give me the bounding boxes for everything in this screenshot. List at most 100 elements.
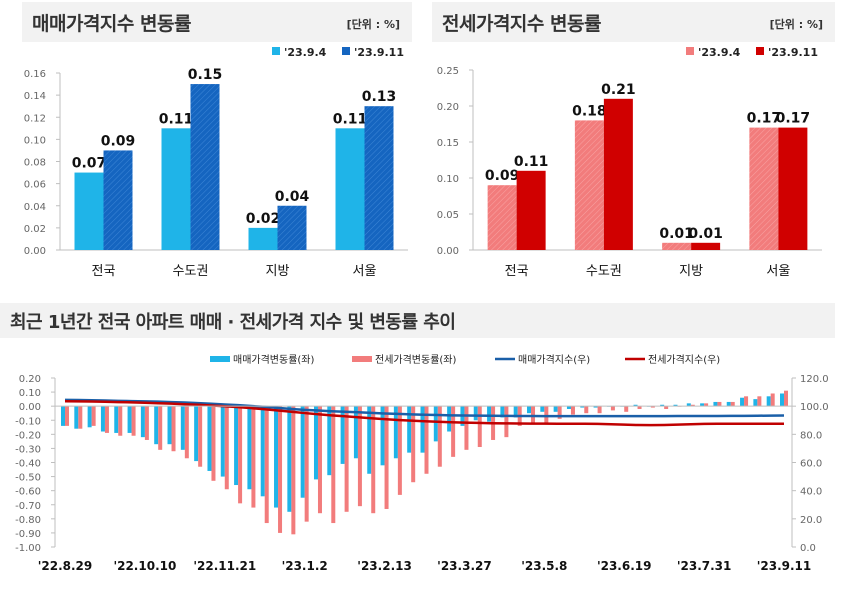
left-tick-label: -0.10 xyxy=(15,416,41,427)
sale-rate-bar xyxy=(580,406,585,408)
bar-previous xyxy=(161,128,191,250)
sale-rate-bar xyxy=(140,406,145,438)
jeonse-rate-bar xyxy=(224,406,229,490)
right-tick-label: 0.0 xyxy=(800,543,816,554)
sale-rate-bar xyxy=(300,406,305,498)
bar-previous xyxy=(749,127,779,250)
bar-current xyxy=(516,170,546,250)
legend-label: '23.9.4 xyxy=(284,46,327,59)
sale-rate-bar xyxy=(527,406,532,414)
right-tick-label: 120.0 xyxy=(800,374,829,385)
right-tick-label: 20.0 xyxy=(800,515,822,526)
x-tick-label: '23.9.11 xyxy=(757,559,812,573)
legend-label: 매매가격지수(우) xyxy=(518,353,590,366)
jeonse-index-line xyxy=(64,399,784,427)
data-label: 0.11 xyxy=(514,154,549,170)
sale-rate-bar xyxy=(260,406,265,497)
y-tick-label: 0.02 xyxy=(24,224,46,235)
legend-label: '23.9.11 xyxy=(354,46,404,59)
sale-rate-bar xyxy=(393,406,398,459)
left-tick-label: 0.10 xyxy=(19,388,41,399)
y-tick-label: 0.08 xyxy=(24,158,46,169)
sale-rate-bar xyxy=(660,404,665,407)
sale-rate-bar xyxy=(367,406,372,474)
left-tick-label: 0.20 xyxy=(19,374,41,385)
jeonse-rate-bar xyxy=(211,406,216,481)
right-tick-label: 80.0 xyxy=(800,430,822,441)
bar-current xyxy=(364,106,394,250)
sale-rate-bar xyxy=(633,404,638,407)
y-tick-label: 0.20 xyxy=(437,102,459,113)
sale-rate-bar xyxy=(274,406,279,508)
sale-rate-bar xyxy=(473,406,478,421)
sale-rate-bar xyxy=(194,406,199,462)
sale-rate-bar xyxy=(433,406,438,442)
x-tick-label: '23.7.31 xyxy=(677,559,732,573)
jeonse-rate-bar xyxy=(451,406,456,457)
data-label: 0.11 xyxy=(159,111,194,127)
jeonse-rate-bar xyxy=(437,406,442,467)
data-label: 0.01 xyxy=(688,226,723,242)
x-tick-label: '22.10.10 xyxy=(113,559,176,573)
jeonse-rate-bar xyxy=(637,406,642,409)
sale-rate-bar xyxy=(61,406,65,426)
jeonse-rate-bar xyxy=(757,396,762,407)
legend-swatch xyxy=(210,356,230,362)
y-tick-label: 0.12 xyxy=(24,113,46,124)
data-label: 0.02 xyxy=(246,211,281,227)
left-tick-label: -0.80 xyxy=(15,515,41,526)
right-tick-label: 40.0 xyxy=(800,487,822,498)
sale-rate-bar xyxy=(167,406,172,445)
category-label: 수도권 xyxy=(173,264,209,279)
jeonse-rate-bar xyxy=(650,406,655,408)
sale-rate-bar xyxy=(726,401,731,407)
jeonse-rate-bar xyxy=(411,406,416,483)
sale-rate-bar xyxy=(673,404,678,407)
bar-current xyxy=(103,150,133,250)
bar-previous xyxy=(248,227,278,250)
legend-label: '23.9.4 xyxy=(698,46,741,59)
sale-rate-bar xyxy=(740,397,745,407)
sale-rate-bar xyxy=(553,406,558,412)
sale-rate-bar xyxy=(713,401,718,407)
jeonse-chart-header: 전세가격지수 변동률 [단위 : %] xyxy=(432,2,835,42)
jeonse-rate-bar xyxy=(264,406,269,524)
sale-rate-bar xyxy=(220,406,225,477)
x-tick-label: '23.5.8 xyxy=(521,559,567,573)
sale-rate-bar xyxy=(780,393,784,407)
trend-chart-title: 최근 1년간 전국 아파트 매매 · 전세가격 지수 및 변동률 추이 xyxy=(10,312,456,333)
jeonse-rate-bar xyxy=(278,406,283,533)
jeonse-rate-bar xyxy=(118,406,123,436)
right-tick-label: 60.0 xyxy=(800,459,822,470)
jeonse-rate-bar xyxy=(597,406,602,414)
category-label: 지방 xyxy=(679,264,703,279)
sale-rate-bar xyxy=(420,406,425,453)
sale-rate-bar xyxy=(700,403,705,407)
y-tick-label: 0.00 xyxy=(437,246,459,257)
jeonse-rate-bar xyxy=(251,406,256,508)
legend-swatch xyxy=(272,47,280,55)
left-tick-label: -0.70 xyxy=(15,501,41,512)
category-label: 수도권 xyxy=(586,264,622,279)
legend-label: '23.9.11 xyxy=(768,46,818,59)
bar-current xyxy=(778,127,808,250)
jeonse-rate-bar xyxy=(357,406,362,507)
x-tick-label: '23.2.13 xyxy=(357,559,412,573)
y-tick-label: 0.00 xyxy=(24,246,46,257)
data-label: 0.11 xyxy=(333,111,368,127)
legend-label: 매매가격변동률(좌) xyxy=(233,353,315,366)
sale-rate-bar xyxy=(207,406,212,471)
sale-rate-bar xyxy=(753,399,758,407)
sale-rate-bar xyxy=(540,406,545,412)
jeonse-rate-bar xyxy=(171,406,176,452)
bar-previous xyxy=(662,242,692,250)
bar-previous xyxy=(574,120,604,251)
jeonse-rate-bar xyxy=(384,406,389,509)
jeonse-chart-unit: [단위 : %] xyxy=(769,18,823,31)
jeonse-rate-bar xyxy=(557,406,562,419)
bar-current xyxy=(691,242,721,250)
jeonse-rate-bar xyxy=(65,406,69,426)
category-label: 서울 xyxy=(353,264,377,279)
jeonse-rate-bar xyxy=(238,406,243,504)
bar-current xyxy=(603,98,633,250)
